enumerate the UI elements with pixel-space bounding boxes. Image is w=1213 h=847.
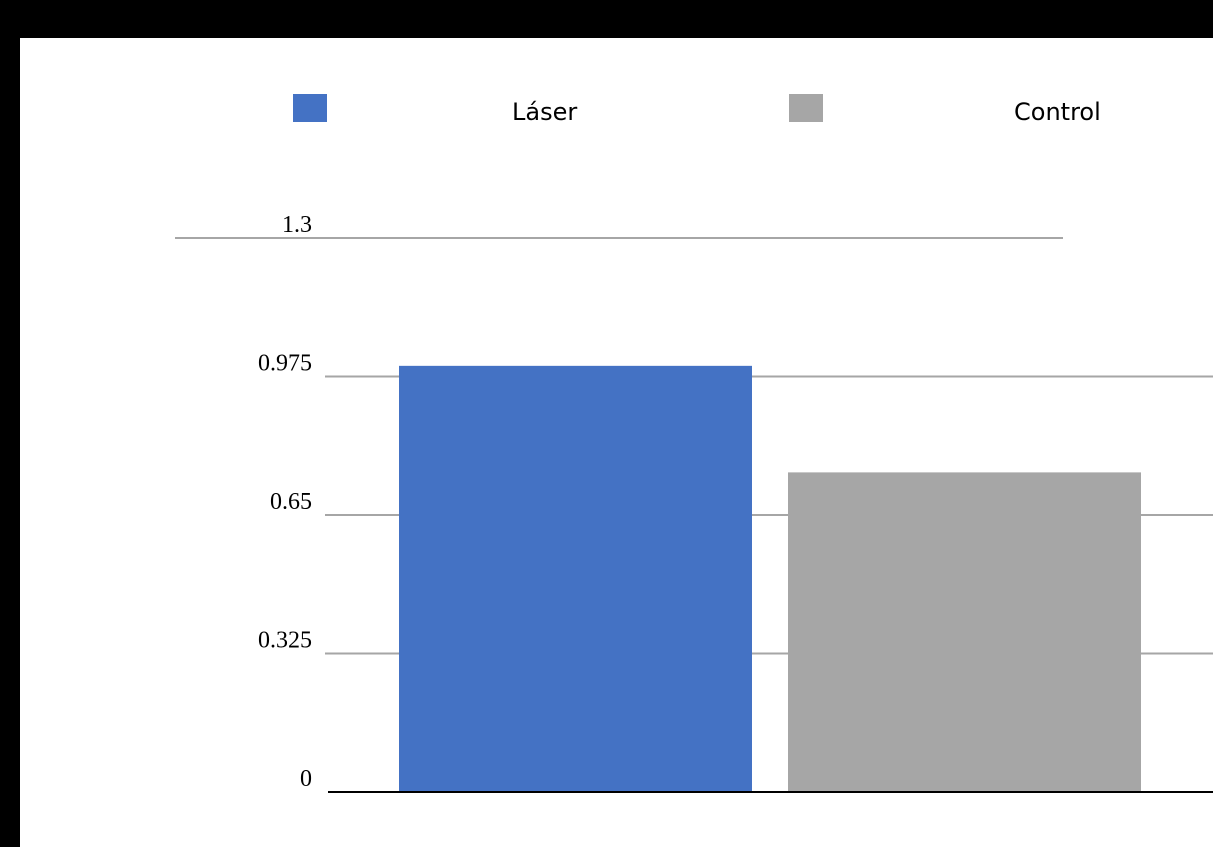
y-tick-label: 0.975 bbox=[258, 351, 312, 377]
y-tick-label: 0.65 bbox=[270, 489, 312, 515]
y-tick-label: 1.3 bbox=[282, 212, 312, 238]
legend-swatch-control bbox=[789, 94, 823, 122]
bar-laser bbox=[399, 365, 752, 792]
bar-chart: 0 0.325 0.65 0.975 1.3 bbox=[175, 212, 1213, 793]
y-tick-label: 0.325 bbox=[258, 628, 312, 654]
bar-control bbox=[788, 472, 1141, 792]
legend-label-laser: Láser bbox=[512, 98, 578, 126]
legend-swatch-laser bbox=[293, 94, 327, 122]
y-tick-label: 0 bbox=[300, 766, 312, 792]
chart-canvas: Láser Control 0 0.325 0.65 0.975 1.3 bbox=[20, 38, 1213, 847]
legend-label-control: Control bbox=[1014, 98, 1101, 126]
